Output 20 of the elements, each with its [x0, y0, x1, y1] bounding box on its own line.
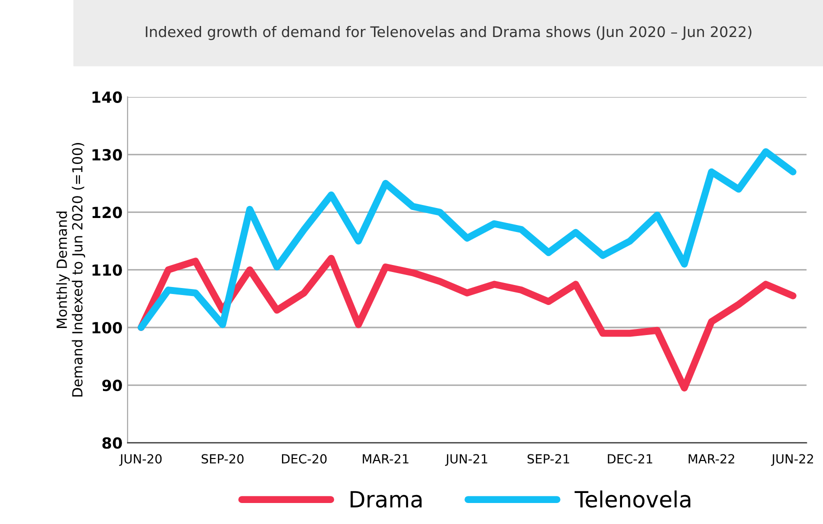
y-tick-label: 140 — [92, 91, 122, 103]
x-tick-label: DEC-21 — [608, 454, 652, 464]
y-tick-label: 110 — [92, 264, 122, 276]
x-tick-label: DEC-20 — [282, 454, 327, 464]
x-tick-label: JUN-20 — [119, 454, 162, 466]
x-tick-label: JUN-22 — [771, 454, 814, 466]
chart-title: Indexed growth of demand for Telenovelas and Drama shows (Jun 2020 – Jun 2022) — [146, 26, 752, 40]
y-axis-title: Monthly Demand Demand Indexed to Jun 2020 (=100) — [56, 143, 86, 397]
y-tick-label: 100 — [92, 322, 122, 334]
y-tick-label: 80 — [102, 437, 122, 449]
x-tick-label: SEP-20 — [202, 454, 244, 464]
x-tick-label: JUN-21 — [445, 454, 488, 466]
x-tick-label: MAR-22 — [688, 454, 734, 464]
legend-label: Drama — [350, 491, 422, 508]
x-tick-label: MAR-21 — [362, 454, 408, 464]
x-tick-label: SEP-21 — [528, 454, 570, 464]
y-tick-label: 90 — [102, 380, 122, 392]
y-tick-label: 120 — [92, 206, 122, 218]
legend-label: Telenovela — [574, 490, 690, 508]
y-tick-label: 130 — [92, 149, 122, 161]
